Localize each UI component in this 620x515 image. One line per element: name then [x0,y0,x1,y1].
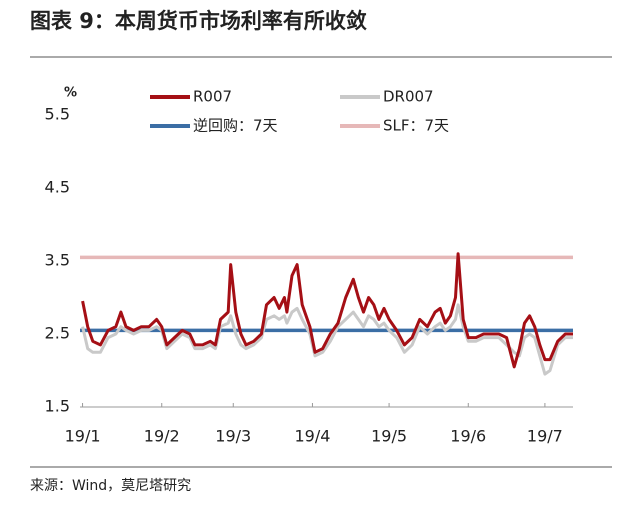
legend-label: R007 [193,88,232,106]
legend-label: SLF：7天 [383,117,449,135]
y-tick-label: 5.5 [45,105,70,124]
y-tick-label: 3.5 [45,251,70,270]
x-tick-label: 19/4 [294,427,330,446]
y-tick-label: 4.5 [45,178,70,197]
x-tick-label: 19/3 [215,427,251,446]
x-tick-label: 19/7 [527,427,563,446]
legend-label: 逆回购：7天 [193,117,278,135]
series-line [81,252,573,369]
y-unit: % [64,86,77,101]
source: 来源：Wind，莫尼塔研究 [30,478,191,494]
x-tick-label: 19/5 [371,427,407,446]
series-line [81,303,573,376]
chart-title: 图表 9：本周货币市场利率有所收敛 [30,9,367,33]
y-tick-label: 1.5 [45,397,70,416]
legend-label: DR007 [383,88,434,106]
y-tick-label: 2.5 [45,324,70,343]
x-tick-label: 19/2 [144,427,180,446]
x-tick-label: 19/6 [450,427,486,446]
x-tick-label: 19/1 [65,427,101,446]
